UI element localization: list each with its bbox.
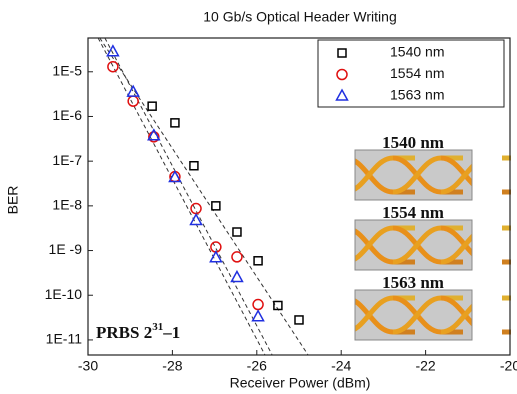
- y-axis-label: BER: [5, 186, 21, 215]
- x-tick-label: -20: [500, 358, 517, 374]
- eye-clip: [472, 150, 502, 200]
- y-tick-label: 1E-11: [46, 331, 83, 347]
- inset-label: 1554 nm: [382, 203, 444, 222]
- square-marker: [295, 316, 303, 324]
- annotation-sup: 31: [152, 321, 163, 333]
- y-tick-label: 1E-8: [52, 197, 82, 213]
- chart: 10 Gb/s Optical Header Writing Receiver …: [0, 0, 517, 394]
- square-marker: [190, 162, 198, 170]
- fit-line: [98, 38, 265, 355]
- x-tick-label: -26: [247, 358, 267, 374]
- triangle-marker: [107, 46, 118, 56]
- x-tick-label: -30: [78, 358, 98, 374]
- eye-clip: [330, 150, 355, 200]
- circle-marker: [108, 62, 118, 72]
- annotation: PRBS 231–1: [96, 321, 180, 342]
- annotation-tail: –1: [162, 323, 180, 342]
- x-tick-label: -24: [331, 358, 351, 374]
- inset-label: 1563 nm: [382, 273, 444, 292]
- eye-diagrams: 1540 nm 1554 nm 1563 nm: [330, 133, 511, 340]
- circle-marker: [253, 300, 263, 310]
- y-tick-label: 1E-5: [52, 62, 82, 78]
- eye-clip: [330, 220, 355, 270]
- eye-clip: [330, 290, 355, 340]
- square-marker: [148, 102, 156, 110]
- square-marker: [254, 257, 262, 265]
- square-marker: [233, 228, 241, 236]
- annotation-text: PRBS 2: [96, 323, 152, 342]
- page: {"chart_data": { "type": "scatter", "tit…: [0, 0, 517, 394]
- fit-line: [105, 38, 272, 355]
- chart-title: 10 Gb/s Optical Header Writing: [203, 9, 397, 25]
- circle-marker: [191, 204, 201, 214]
- square-marker: [171, 119, 179, 127]
- legend-label: 1554 nm: [390, 65, 444, 81]
- legend-label: 1563 nm: [390, 87, 444, 103]
- legend-label: 1540 nm: [390, 44, 444, 60]
- x-tick-label: -22: [415, 358, 435, 374]
- triangle-marker: [231, 271, 242, 281]
- y-tick-label: 1E-10: [45, 286, 83, 302]
- y-tick-label: 1E-6: [52, 107, 82, 123]
- triangle-marker: [253, 311, 264, 321]
- eye-clip: [472, 220, 502, 270]
- inset-label: 1540 nm: [382, 133, 444, 152]
- circle-marker: [128, 96, 138, 106]
- x-axis-label: Receiver Power (dBm): [230, 375, 371, 391]
- fit-line: [100, 38, 308, 355]
- circle-marker: [232, 252, 242, 262]
- triangle-marker: [210, 252, 221, 262]
- triangle-marker: [191, 215, 202, 225]
- y-tick-label: 1E-7: [52, 152, 82, 168]
- eye-clip: [472, 290, 502, 340]
- x-tick-label: -28: [162, 358, 182, 374]
- square-marker: [212, 202, 220, 210]
- y-tick-label: 1E -9: [49, 241, 83, 257]
- triangle-marker: [128, 86, 139, 96]
